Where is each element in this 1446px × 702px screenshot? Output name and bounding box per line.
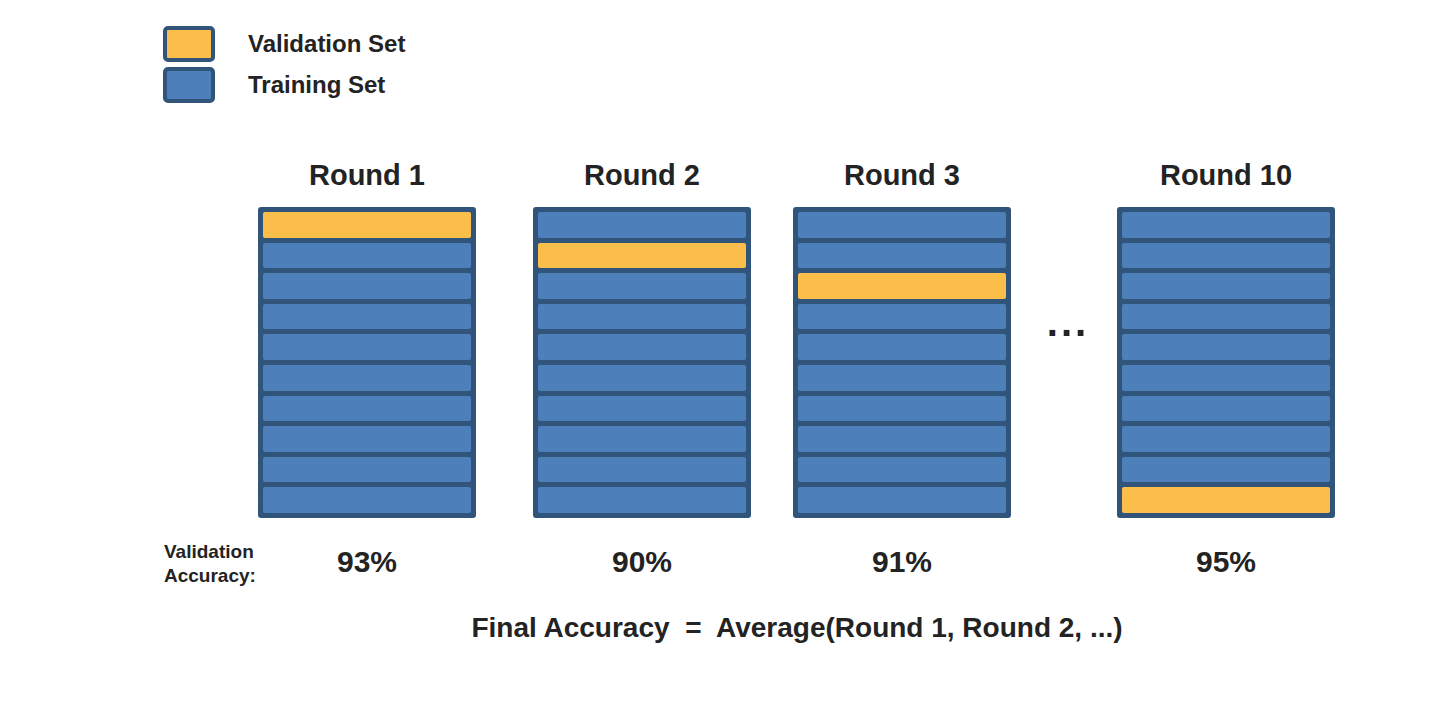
training-fold-cell	[538, 212, 746, 238]
legend: Validation Set Training Set	[163, 26, 405, 103]
training-fold-cell	[798, 304, 1006, 330]
training-fold-cell	[1122, 365, 1330, 391]
round-group: Round 10 95%	[1117, 152, 1335, 579]
training-fold-cell	[263, 426, 471, 452]
training-fold-cell	[798, 243, 1006, 269]
training-fold-cell	[263, 396, 471, 422]
validation-set-swatch-icon	[163, 26, 215, 62]
training-fold-cell	[263, 365, 471, 391]
validation-fold-cell	[798, 273, 1006, 299]
fold-column	[793, 207, 1011, 518]
training-fold-cell	[263, 273, 471, 299]
training-fold-cell	[798, 334, 1006, 360]
training-fold-cell	[798, 396, 1006, 422]
training-set-swatch-icon	[163, 67, 215, 103]
training-fold-cell	[538, 334, 746, 360]
round-group: Round 3 91%	[793, 152, 1011, 579]
round-title: Round 1	[258, 152, 476, 207]
more-rounds-ellipsis: ...	[1026, 296, 1110, 348]
training-fold-cell	[1122, 273, 1330, 299]
training-fold-cell	[1122, 212, 1330, 238]
final-accuracy-formula: Final Accuracy = Average(Round 1, Round …	[258, 612, 1336, 644]
training-fold-cell	[538, 426, 746, 452]
round-accuracy-value: 91%	[793, 545, 1011, 579]
training-fold-cell	[263, 457, 471, 483]
round-accuracy-value: 95%	[1117, 545, 1335, 579]
training-fold-cell	[263, 334, 471, 360]
validation-fold-cell	[263, 212, 471, 238]
training-fold-cell	[1122, 457, 1330, 483]
training-fold-cell	[798, 365, 1006, 391]
validation-accuracy-caption: Validation Accuracy:	[164, 540, 256, 588]
cross-validation-diagram: Validation Set Training Set Round 193%Ro…	[0, 0, 1446, 702]
legend-item-validation: Validation Set	[163, 26, 405, 62]
training-fold-cell	[1122, 334, 1330, 360]
legend-label-validation: Validation Set	[248, 26, 405, 62]
training-fold-cell	[538, 304, 746, 330]
training-fold-cell	[538, 396, 746, 422]
round-accuracy-value: 90%	[533, 545, 751, 579]
validation-fold-cell	[1122, 487, 1330, 513]
validation-fold-cell	[538, 243, 746, 269]
round-group: Round 1 93%	[258, 152, 476, 579]
round-group: Round 2 90%	[533, 152, 751, 579]
training-fold-cell	[538, 365, 746, 391]
round-title: Round 2	[533, 152, 751, 207]
fold-column	[258, 207, 476, 518]
training-fold-cell	[263, 243, 471, 269]
training-fold-cell	[798, 457, 1006, 483]
fold-column	[1117, 207, 1335, 518]
training-fold-cell	[263, 487, 471, 513]
training-fold-cell	[538, 273, 746, 299]
legend-label-training: Training Set	[248, 67, 385, 103]
legend-item-training: Training Set	[163, 67, 405, 103]
fold-column	[533, 207, 751, 518]
round-accuracy-value: 93%	[258, 545, 476, 579]
training-fold-cell	[798, 487, 1006, 513]
training-fold-cell	[1122, 243, 1330, 269]
training-fold-cell	[1122, 426, 1330, 452]
training-fold-cell	[538, 457, 746, 483]
training-fold-cell	[1122, 304, 1330, 330]
training-fold-cell	[798, 426, 1006, 452]
round-title: Round 3	[793, 152, 1011, 207]
round-title: Round 10	[1117, 152, 1335, 207]
training-fold-cell	[263, 304, 471, 330]
training-fold-cell	[1122, 396, 1330, 422]
training-fold-cell	[798, 212, 1006, 238]
training-fold-cell	[538, 487, 746, 513]
